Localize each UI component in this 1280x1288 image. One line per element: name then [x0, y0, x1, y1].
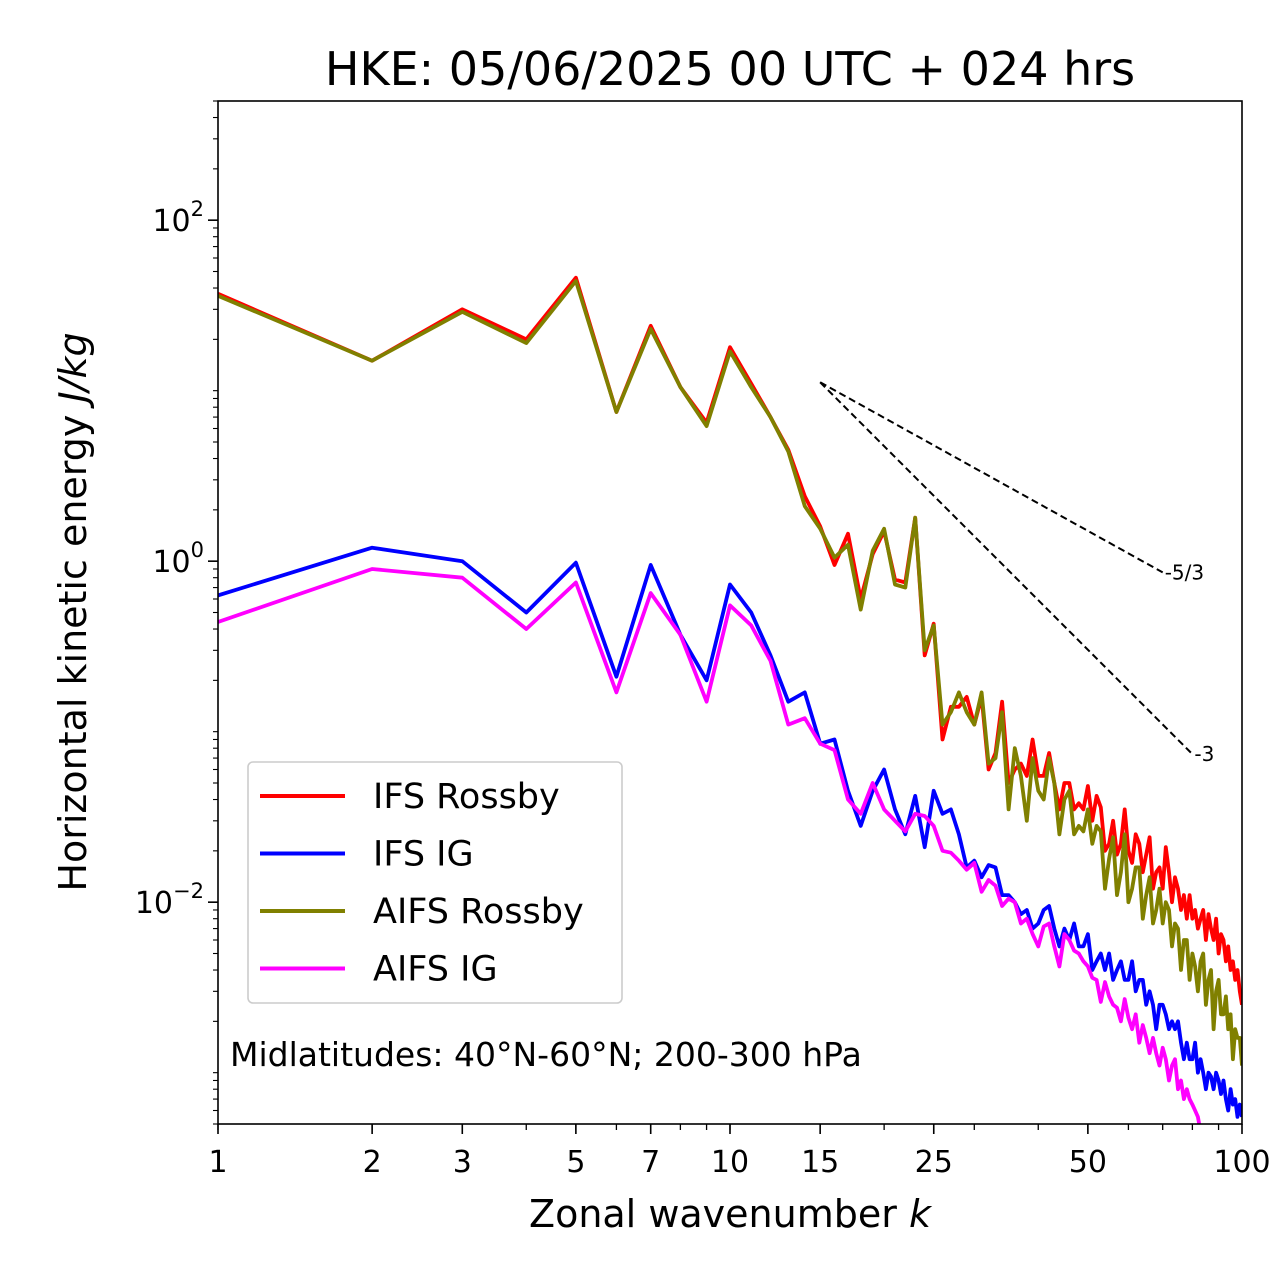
reference-line-labels: -5/3 -3 — [1165, 560, 1215, 766]
x-tick-label: 10 — [711, 1145, 749, 1180]
chart-title: HKE: 05/06/2025 00 UTC + 024 hrs — [325, 42, 1135, 96]
x-axis-label-text: Zonal wavenumber — [529, 1192, 897, 1236]
region-annotation: Midlatitudes: 40°N-60°N; 200-300 hPa — [230, 1035, 862, 1074]
legend-box — [247, 761, 623, 1004]
x-axis-ticks: 1 2 3 5 7 10 15 25 50 100 — [208, 1124, 1271, 1180]
reference-lines — [819, 381, 1194, 755]
x-axis-label: Zonal wavenumber k — [529, 1192, 933, 1236]
y-axis-ticks: 102 100 10−2 — [135, 100, 218, 1125]
series-line-3 — [218, 279, 1242, 1066]
y-axis-label: Horizontal kinetic energy J/kg — [51, 332, 95, 891]
y-tick-label: 10−2 — [135, 879, 204, 921]
y-axis-label-text: Horizontal kinetic energy — [51, 415, 95, 892]
reference-line-label-2: -3 — [1194, 742, 1214, 766]
legend-label: AIFS IG — [373, 950, 498, 990]
y-axis-unit: J/kg — [51, 332, 95, 409]
x-tick-label: 2 — [363, 1145, 382, 1180]
series-layer — [218, 275, 1242, 1124]
legend-label: IFS Rossby — [373, 777, 560, 817]
x-tick-label: 50 — [1069, 1145, 1107, 1180]
x-tick-label: 3 — [453, 1145, 472, 1180]
x-tick-label: 5 — [566, 1145, 585, 1180]
y-tick-label: 102 — [152, 197, 204, 239]
x-axis-symbol: k — [909, 1192, 933, 1236]
series-line-4 — [218, 567, 1202, 1124]
legend-label: IFS IG — [373, 835, 474, 875]
legend: IFS Rossby IFS IG AIFS Rossby AIFS IG — [247, 761, 623, 1004]
y-tick-label: 100 — [152, 538, 204, 580]
x-tick-label: 100 — [1213, 1145, 1270, 1180]
x-tick-label: 15 — [801, 1145, 839, 1180]
reference-line-1 — [819, 381, 1164, 574]
reference-line-label-1: -5/3 — [1165, 560, 1204, 584]
x-tick-label: 7 — [641, 1145, 660, 1180]
x-tick-label: 1 — [208, 1145, 227, 1180]
x-tick-label: 25 — [915, 1145, 953, 1180]
legend-label: AIFS Rossby — [373, 892, 584, 932]
reference-line-2 — [819, 381, 1194, 755]
series-line-1 — [218, 275, 1242, 1006]
